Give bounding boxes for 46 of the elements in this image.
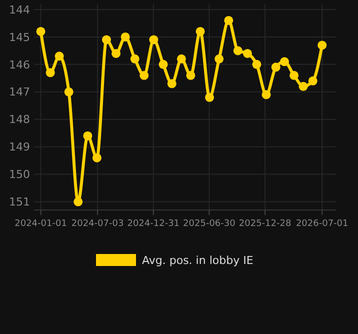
point bbox=[158, 60, 168, 69]
x-tick-label: 2026-07-01 bbox=[296, 219, 348, 229]
point bbox=[224, 16, 234, 25]
point bbox=[290, 70, 299, 80]
y-tick-label: 150 bbox=[9, 168, 30, 182]
x-tick-label: 2024-07-03 bbox=[71, 219, 124, 229]
point bbox=[318, 40, 327, 50]
point bbox=[205, 92, 214, 102]
point bbox=[64, 87, 74, 96]
point bbox=[54, 52, 64, 61]
legend-label: Avg. pos. in lobby IE bbox=[142, 254, 254, 267]
x-tick-label: 2025-12-28 bbox=[238, 219, 292, 229]
point bbox=[176, 54, 186, 64]
x-tick-label: 2024-12-31 bbox=[127, 219, 180, 229]
y-tick-label: 151 bbox=[9, 196, 30, 209]
point bbox=[36, 26, 46, 36]
point bbox=[167, 79, 176, 88]
point bbox=[140, 70, 149, 80]
point bbox=[46, 68, 55, 78]
point bbox=[149, 35, 158, 44]
point bbox=[298, 82, 308, 91]
point bbox=[83, 131, 92, 140]
y-tick-label: 146 bbox=[9, 58, 30, 72]
point bbox=[196, 26, 205, 36]
point bbox=[130, 54, 140, 64]
point bbox=[233, 46, 242, 56]
point bbox=[242, 48, 252, 58]
point bbox=[112, 48, 121, 58]
point bbox=[252, 60, 262, 69]
y-tick-label: 144 bbox=[9, 3, 30, 16]
point bbox=[120, 32, 130, 42]
point bbox=[262, 90, 271, 100]
y-tick-label: 147 bbox=[9, 86, 30, 99]
x-tick-label: 2024-01-01 bbox=[14, 219, 67, 229]
point bbox=[92, 153, 102, 162]
y-tick-label: 148 bbox=[9, 113, 30, 126]
point bbox=[308, 76, 318, 86]
y-tick-label: 149 bbox=[9, 140, 30, 154]
point bbox=[74, 197, 83, 206]
x-tick-label: 2025-06-30 bbox=[183, 219, 236, 229]
point bbox=[102, 35, 111, 44]
y-tick-label: 145 bbox=[9, 30, 30, 44]
point bbox=[214, 54, 224, 64]
point bbox=[271, 62, 280, 72]
point bbox=[280, 57, 289, 66]
point bbox=[186, 70, 196, 80]
